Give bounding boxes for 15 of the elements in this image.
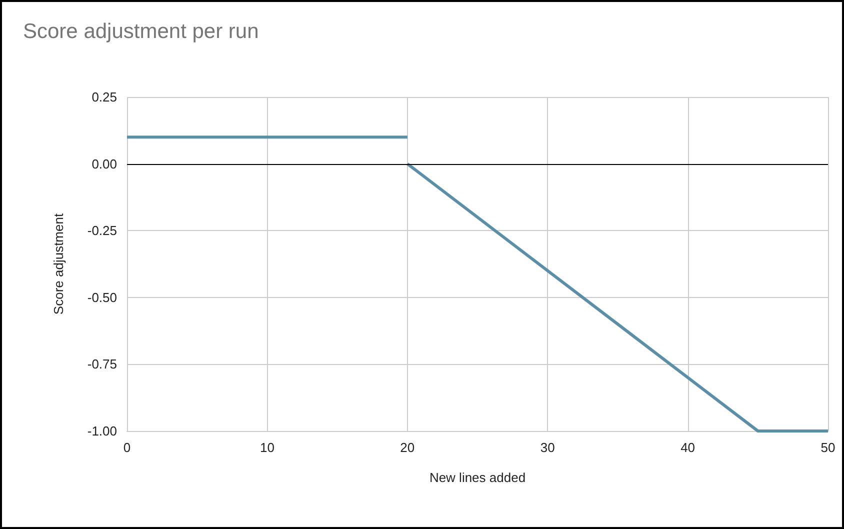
y-tick-label: 0.00 — [92, 156, 117, 172]
x-tick-label: 40 — [680, 440, 696, 455]
x-tick-label: 20 — [400, 440, 415, 455]
y-tick-label: -0.25 — [87, 223, 117, 238]
x-axis-title: New lines added — [429, 470, 526, 485]
y-tick-label: 0.25 — [92, 90, 117, 104]
y-axis-title: Score adjustment — [51, 213, 66, 315]
chart-title: Score adjustment per run — [23, 20, 259, 43]
x-tick-label: 50 — [820, 440, 836, 455]
x-tick-label: 30 — [540, 440, 555, 455]
y-tick-label: -0.75 — [87, 356, 117, 372]
x-tick-label: 10 — [260, 440, 274, 455]
x-tick-label: 0 — [123, 440, 131, 455]
y-tick-label: -1.00 — [87, 424, 117, 438]
y-tick-label: -0.50 — [87, 290, 117, 305]
